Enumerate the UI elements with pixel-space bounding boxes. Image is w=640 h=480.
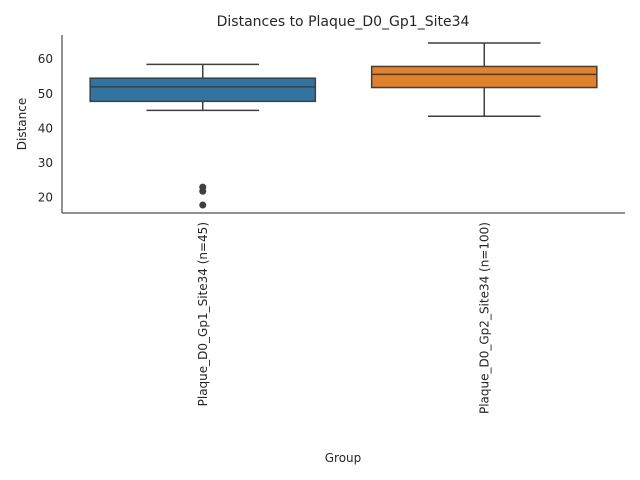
outlier-point [199,201,207,209]
box-body [89,77,317,103]
x-axis-title: Group [325,451,362,465]
x-tick-label: Plaque_D0_Gp1_Site34 (n=45) [196,222,210,406]
y-tick-label: 40 [38,121,53,135]
y-tick-label: 50 [38,87,53,101]
y-tick-label: 20 [38,190,53,204]
y-tick-label: 30 [38,156,53,170]
y-tick-label: 60 [38,52,53,66]
x-tick-label: Plaque_D0_Gp2_Site34 (n=100) [477,222,491,414]
chart-title: Distances to Plaque_D0_Gp1_Site34 [217,14,470,30]
plot-area: 20 30 40 50 60 Plaque_D0_Gp1_Site34 (n=45) Pla… [38,35,625,414]
box-body [370,65,598,89]
y-axis-title: Distance [15,98,29,150]
outlier-point [199,187,207,195]
